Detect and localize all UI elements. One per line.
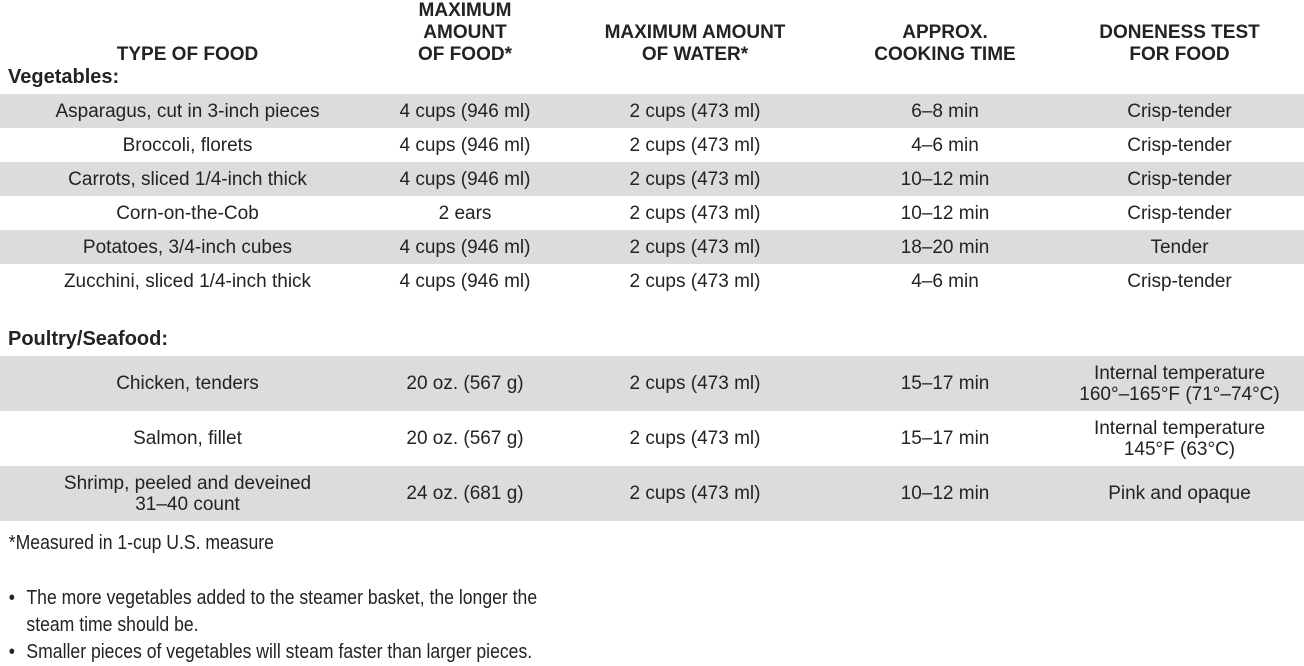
table-cell: Corn-on-the-Cob xyxy=(116,202,259,224)
table-row: Carrots, sliced 1/4-inch thick 4 cups (94… xyxy=(0,162,1304,196)
table-cell: 4–6 min xyxy=(911,134,979,156)
table-cell: Crisp-tender xyxy=(1127,270,1232,292)
table-cell: 4–6 min xyxy=(911,270,979,292)
table-cell: 24 oz. (681 g) xyxy=(406,483,524,504)
table-cell: Internal temperature 160°–165°F (71°–74°… xyxy=(1079,362,1280,405)
column-header-type-of-food: TYPE OF FOOD xyxy=(116,44,259,65)
bullet-icon: • xyxy=(8,641,15,663)
table-cell: Potatoes, 3/4-inch cubes xyxy=(82,236,293,258)
table-row: Chicken, tenders 20 oz. (567 g) 2 cups (47… xyxy=(0,356,1304,411)
table-cell: Broccoli, florets xyxy=(122,134,253,156)
table-cell: Crisp-tender xyxy=(1127,202,1232,224)
column-header-max-amount-food: MAXIMUM AMOUNT OF FOOD* xyxy=(418,0,512,65)
table-cell: 2 ears xyxy=(438,202,492,224)
table-cell: Shrimp, peeled and deveined 31–40 count xyxy=(63,472,312,515)
table-cell: Tender xyxy=(1150,236,1209,258)
bullet-item: • Smaller pieces of vegetables will steam… xyxy=(7,639,1147,666)
column-header-max-amount-water: MAXIMUM AMOUNT OF WATER* xyxy=(604,22,786,65)
section-label: Vegetables: xyxy=(8,66,120,88)
table-body: Vegetables: Asparagus, cut in 3-inch piec… xyxy=(0,56,1304,521)
table-cell: 2 cups (473 ml) xyxy=(629,236,761,258)
table-cell: Carrots, sliced 1/4-inch thick xyxy=(68,168,307,190)
column-header-doneness-test: DONENESS TEST FOR FOOD xyxy=(1099,22,1260,65)
bullet-icon: • xyxy=(8,587,15,609)
table-cell: 6–8 min xyxy=(911,100,979,122)
table-cell: 2 cups (473 ml) xyxy=(629,270,761,292)
table-cell: 20 oz. (567 g) xyxy=(406,373,524,394)
table-cell: Pink and opaque xyxy=(1108,483,1251,504)
bullet-text: Smaller pieces of vegetables will steam … xyxy=(26,641,533,663)
table-cell: 2 cups (473 ml) xyxy=(629,428,761,449)
table-cell: 15–17 min xyxy=(900,373,990,394)
table-row: Potatoes, 3/4-inch cubes 4 cups (946 ml) 2… xyxy=(0,230,1304,264)
table-cell: 15–17 min xyxy=(900,428,990,449)
table-row: Salmon, fillet 20 oz. (567 g) 2 cups (473 … xyxy=(0,411,1304,466)
table-row: Corn-on-the-Cob 2 ears 2 cups (473 ml) 10–1… xyxy=(0,196,1304,230)
bullet-text: The more vegetables added to the steamer… xyxy=(26,587,538,636)
table-header-row: TYPE OF FOOD MAXIMUM AMOUNT OF FOOD* MAX… xyxy=(0,0,1304,65)
table-cell: 4 cups (946 ml) xyxy=(399,100,531,122)
table-cell: 2 cups (473 ml) xyxy=(629,483,761,504)
table-cell: 20 oz. (567 g) xyxy=(406,428,524,449)
table-cell: 10–12 min xyxy=(900,202,990,224)
table-cell: Crisp-tender xyxy=(1127,134,1232,156)
table-cell: Crisp-tender xyxy=(1127,100,1232,122)
measure-footnote: *Measured in 1-cup U.S. measure xyxy=(8,532,274,554)
table-row: Broccoli, florets 4 cups (946 ml) 2 cups (… xyxy=(0,128,1304,162)
table-cell: Zucchini, sliced 1/4-inch thick xyxy=(63,270,312,292)
table-cell: Asparagus, cut in 3-inch pieces xyxy=(55,100,320,122)
table-cell: 4 cups (946 ml) xyxy=(399,134,531,156)
table-cell: 2 cups (473 ml) xyxy=(629,373,761,394)
table-row: Shrimp, peeled and deveined 31–40 count 2… xyxy=(0,466,1304,521)
column-header-cooking-time: APPROX. COOKING TIME xyxy=(874,22,1016,65)
table-cell: Internal temperature 145°F (63°C) xyxy=(1093,417,1266,460)
section-label: Poultry/Seafood: xyxy=(8,328,169,350)
table-cell: Salmon, fillet xyxy=(133,428,242,449)
bullet-item: • The more vegetables added to the steame… xyxy=(7,585,1147,639)
table-cell: 2 cups (473 ml) xyxy=(629,134,761,156)
bullet-list: • The more vegetables added to the steame… xyxy=(0,585,1148,666)
table-cell: 10–12 min xyxy=(900,483,990,504)
table-cell: 4 cups (946 ml) xyxy=(399,236,531,258)
table-row: Zucchini, sliced 1/4-inch thick 4 cups (9… xyxy=(0,264,1304,298)
table-cell: 18–20 min xyxy=(900,236,990,258)
table-cell: Chicken, tenders xyxy=(116,373,259,394)
table-cell: 10–12 min xyxy=(900,168,990,190)
table-cell: 4 cups (946 ml) xyxy=(399,168,531,190)
table-cell: 4 cups (946 ml) xyxy=(399,270,531,292)
table-cell: 2 cups (473 ml) xyxy=(629,202,761,224)
table-cell: Crisp-tender xyxy=(1127,168,1232,190)
table-cell: 2 cups (473 ml) xyxy=(629,168,761,190)
table-row: Asparagus, cut in 3-inch pieces 4 cups (9… xyxy=(0,94,1304,128)
table-cell: 2 cups (473 ml) xyxy=(629,100,761,122)
